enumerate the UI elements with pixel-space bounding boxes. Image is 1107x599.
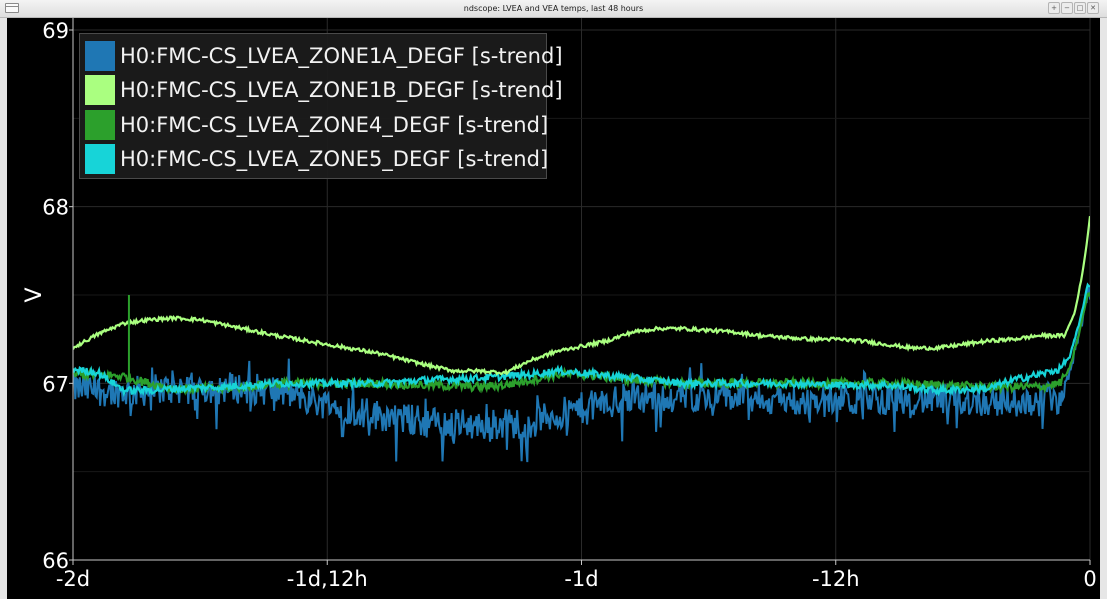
legend-item-zone1b: H0:FMC-CS_LVEA_ZONE1B_DEGF [s-trend]	[85, 71, 563, 105]
x-tick-label: -2d	[56, 567, 90, 591]
y-tick-label: 68	[42, 196, 69, 220]
x-tick-label: -1d	[564, 567, 598, 591]
window-controls: + − □ ✕	[1048, 2, 1099, 14]
legend-item-zone1a: H0:FMC-CS_LVEA_ZONE1A_DEGF [s-trend]	[85, 37, 563, 71]
y-tick-label: 67	[42, 372, 69, 396]
x-tick-label: -12h	[812, 567, 860, 591]
plot-area[interactable]: 66 67 68 69 -2d -1d,12h -1d -12h 0 V H0:FMC-CS_LV…	[7, 18, 1100, 599]
y-tick-label: 69	[42, 19, 69, 43]
window-pin-button[interactable]: +	[1048, 2, 1060, 14]
legend: H0:FMC-CS_LVEA_ZONE1A_DEGF [s-trend] H0:…	[79, 33, 563, 179]
x-tick-label: 0	[1083, 567, 1096, 591]
legend-label-zone1a: H0:FMC-CS_LVEA_ZONE1A_DEGF [s-trend]	[120, 44, 563, 68]
legend-swatch-zone1b	[85, 75, 115, 105]
app-window-icon	[5, 3, 19, 13]
y-axis-label: V	[22, 287, 47, 302]
legend-swatch-zone5	[85, 144, 115, 174]
legend-label-zone4: H0:FMC-CS_LVEA_ZONE4_DEGF [s-trend]	[120, 113, 549, 137]
window-minimize-button[interactable]: −	[1061, 2, 1073, 14]
trend-chart[interactable]: 66 67 68 69 -2d -1d,12h -1d -12h 0 V	[7, 18, 1100, 599]
window-maximize-button[interactable]: □	[1074, 2, 1086, 14]
y-tick-label: 66	[42, 549, 69, 573]
series-line-1	[73, 215, 1090, 376]
window-title: ndscope: LVEA and VEA temps, last 48 hou…	[463, 4, 644, 13]
legend-item-zone5: H0:FMC-CS_LVEA_ZONE5_DEGF [s-trend]	[85, 140, 549, 174]
legend-item-zone4: H0:FMC-CS_LVEA_ZONE4_DEGF [s-trend]	[85, 106, 549, 140]
legend-swatch-zone4	[85, 110, 115, 140]
x-tick-label: -1d,12h	[287, 567, 368, 591]
window-close-button[interactable]: ✕	[1087, 2, 1099, 14]
legend-swatch-zone1a	[85, 41, 115, 71]
legend-label-zone1b: H0:FMC-CS_LVEA_ZONE1B_DEGF [s-trend]	[120, 78, 563, 102]
window-titlebar: ndscope: LVEA and VEA temps, last 48 hou…	[0, 0, 1107, 18]
series-line-3	[73, 282, 1090, 398]
legend-label-zone5: H0:FMC-CS_LVEA_ZONE5_DEGF [s-trend]	[120, 147, 549, 171]
